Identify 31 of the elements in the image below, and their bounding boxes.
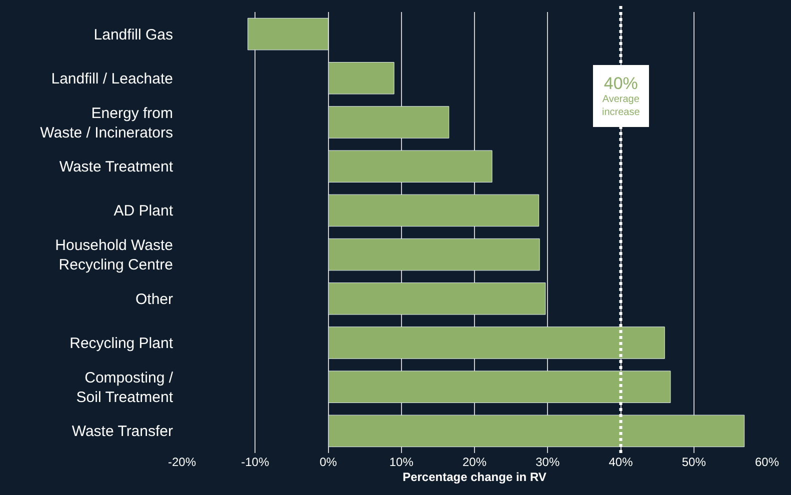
bar [328, 150, 492, 182]
bar [328, 194, 540, 227]
bar [328, 414, 745, 448]
ref-line-label: 40% Average increase [602, 74, 640, 118]
bar [328, 62, 394, 94]
x-tick-label: 40% [608, 455, 634, 469]
y-tick-label: Recycling Plant [70, 335, 174, 352]
y-tick-label: Landfill Gas [94, 26, 173, 44]
y-tick-label: Landfill / Leachate [51, 70, 173, 88]
x-tick-label: 50% [682, 455, 706, 469]
bar [328, 238, 540, 271]
bar [328, 370, 671, 403]
y-tick-label: AD Plant [114, 202, 174, 220]
x-axis-title: Percentage change in RV [402, 470, 546, 484]
bar [328, 326, 665, 359]
x-tick-label: 60% [754, 455, 780, 469]
x-tick-label: 0% [320, 455, 338, 469]
y-tick-label: Waste Treatment [59, 158, 174, 176]
y-tick-label: Composting / Soil Treatment [76, 369, 174, 406]
bar [248, 18, 328, 50]
x-tick-label: 20% [462, 455, 487, 469]
x-tick-label: 30% [536, 455, 560, 469]
y-tick-label: Waste Transfer [72, 423, 174, 440]
x-tick-label: 10% [389, 455, 414, 469]
y-tick-label: Other [135, 290, 174, 308]
bar [328, 282, 546, 315]
y-tick-label: Household Waste Recycling Centre [55, 237, 173, 274]
bar [328, 106, 450, 138]
x-tick-label: -10% [241, 455, 270, 469]
y-tick-label: Energy from Waste / Incinerators [40, 104, 173, 142]
x-tick-label: -20% [168, 455, 196, 469]
